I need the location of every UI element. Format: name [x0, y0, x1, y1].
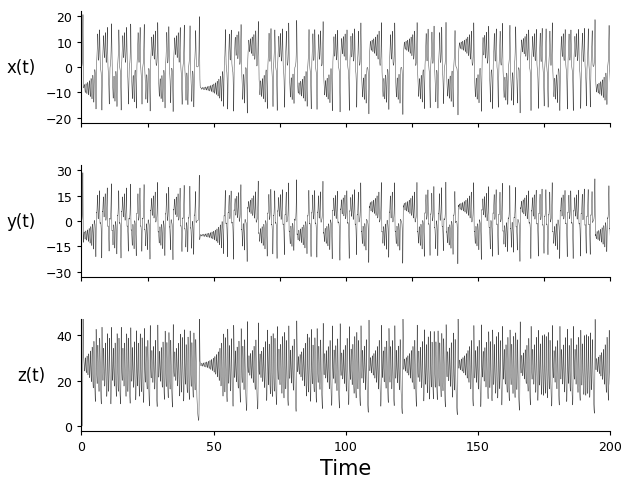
- X-axis label: Time: Time: [321, 458, 371, 478]
- Y-axis label: z(t): z(t): [18, 366, 46, 384]
- Y-axis label: x(t): x(t): [6, 59, 36, 77]
- Y-axis label: y(t): y(t): [6, 212, 36, 230]
